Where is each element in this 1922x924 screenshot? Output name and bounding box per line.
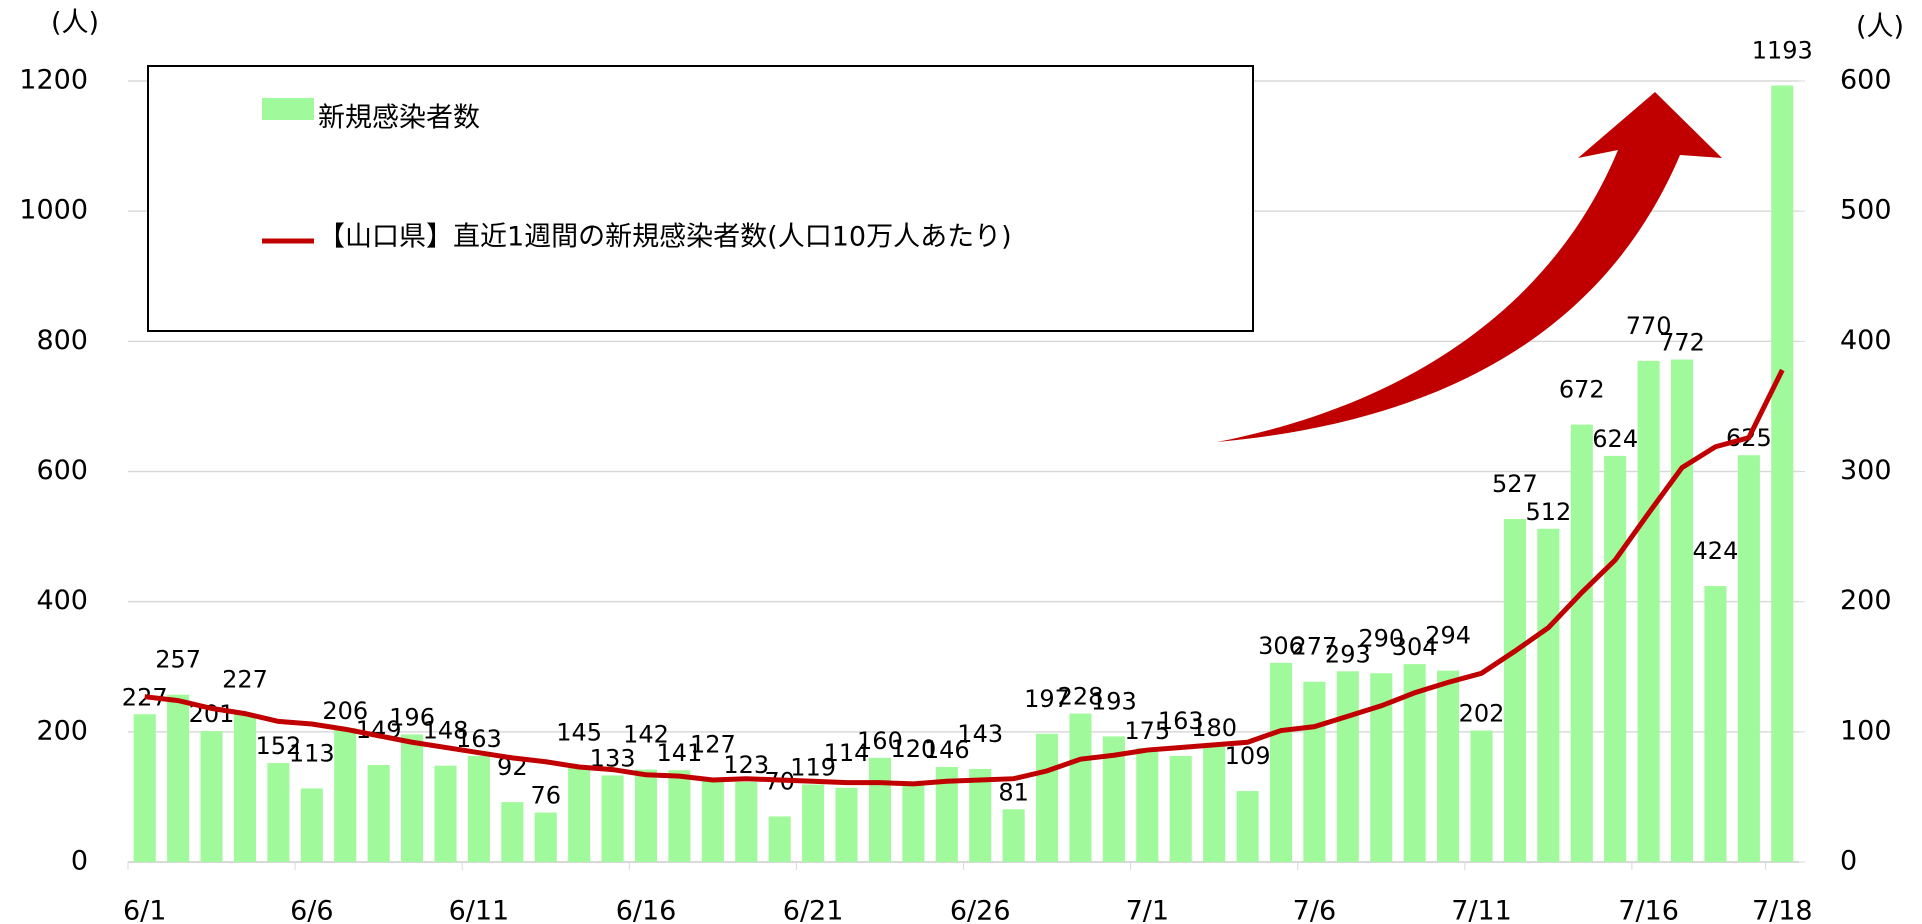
bar: [167, 695, 189, 862]
y2-tick-label: 300: [1840, 455, 1892, 486]
y-tick-label: 600: [36, 455, 88, 486]
bar: [1704, 586, 1726, 862]
bar: [836, 788, 858, 862]
value-label: 81: [998, 778, 1029, 806]
bar: [1571, 425, 1593, 862]
value-label: 109: [1225, 742, 1271, 770]
chart: (人) (人) 0 200 400 600 800 1000 1200 0 100 200 300 4…: [0, 0, 1922, 924]
value-label: 672: [1559, 376, 1605, 404]
y2-tick-label: 600: [1840, 65, 1892, 96]
bar: [1638, 361, 1660, 862]
legend-label: 新規感染者数: [318, 103, 480, 134]
value-label: 424: [1693, 537, 1739, 565]
bar: [1337, 671, 1359, 862]
value-label: 193: [1091, 687, 1137, 715]
x-tick-label: 7/6: [1293, 896, 1336, 924]
bar: [1738, 455, 1760, 862]
bar: [602, 775, 624, 862]
value-label: 123: [723, 751, 769, 779]
bar: [434, 766, 456, 862]
y2-tick-label: 100: [1840, 715, 1892, 746]
bar: [1504, 519, 1526, 862]
value-label: 527: [1492, 470, 1538, 498]
value-label: 227: [222, 665, 268, 693]
bar: [802, 785, 824, 862]
legend-label: 【山口県】直近1週間の新規感染者数(人口10万人あたり): [318, 222, 1012, 253]
value-label: 624: [1592, 425, 1638, 453]
value-label: 180: [1191, 714, 1237, 742]
bar: [401, 734, 423, 862]
y-tick-label: 1000: [19, 195, 88, 226]
bar: [1003, 809, 1025, 862]
y2-tick-label: 0: [1840, 846, 1857, 877]
y-tick-label: 400: [36, 585, 88, 616]
bar: [535, 813, 557, 862]
value-label: 76: [530, 782, 561, 810]
value-label: 294: [1425, 622, 1471, 650]
bar: [301, 788, 323, 862]
value-label: 512: [1525, 498, 1571, 526]
bar: [1604, 456, 1626, 862]
value-label: 1193: [1752, 37, 1813, 65]
y2-tick-label: 500: [1840, 195, 1892, 226]
bar: [869, 758, 891, 862]
bar: [1671, 360, 1693, 862]
bar: [1771, 86, 1793, 862]
bar: [1036, 734, 1058, 862]
y-tick-label: 800: [36, 325, 88, 356]
bar: [501, 802, 523, 862]
bar: [735, 782, 757, 862]
value-label: 772: [1659, 329, 1705, 357]
bar: [668, 770, 690, 862]
bar: [769, 816, 791, 862]
bar: [969, 769, 991, 862]
y-tick-label: 1200: [19, 65, 88, 96]
x-tick-label: 6/1: [123, 896, 166, 924]
bar: [201, 731, 223, 862]
value-label: 143: [957, 720, 1003, 748]
y2-tick-label: 200: [1840, 585, 1892, 616]
x-tick-label: 6/11: [449, 896, 510, 924]
bar: [234, 714, 256, 862]
bar: [1203, 745, 1225, 862]
bar: [1470, 731, 1492, 862]
legend-swatch: [262, 98, 314, 120]
x-tick-label: 6/16: [616, 896, 677, 924]
bar: [902, 784, 924, 862]
bar: [702, 779, 724, 862]
y2-axis-unit: (人): [1856, 12, 1904, 43]
bar: [1170, 756, 1192, 862]
y-tick-label: 0: [71, 846, 88, 877]
bar: [267, 763, 289, 862]
bar: [1237, 791, 1259, 862]
bar: [1069, 714, 1091, 862]
value-label: 113: [289, 739, 335, 767]
bar: [1537, 529, 1559, 862]
value-label: 202: [1459, 700, 1505, 728]
y-tick-label: 200: [36, 715, 88, 746]
x-tick-label: 6/6: [290, 896, 333, 924]
bar: [468, 756, 490, 862]
bar: [134, 714, 156, 862]
x-tick-label: 7/16: [1618, 896, 1679, 924]
y-axis-unit: (人): [51, 8, 99, 39]
bar: [1437, 671, 1459, 862]
y2-tick-label: 400: [1840, 325, 1892, 356]
bar: [635, 770, 657, 862]
bar: [1136, 748, 1158, 862]
x-tick-label: 6/21: [783, 896, 844, 924]
bar: [334, 728, 356, 862]
x-tick-label: 6/26: [950, 896, 1011, 924]
bar: [1303, 682, 1325, 862]
bar: [368, 765, 390, 862]
value-label: 145: [556, 719, 602, 747]
bar: [568, 768, 590, 862]
x-tick-label: 7/11: [1451, 896, 1512, 924]
value-label: 257: [155, 646, 201, 674]
x-tick-label: 7/1: [1126, 896, 1169, 924]
bar: [1270, 663, 1292, 862]
x-tick-label: 7/18: [1752, 896, 1813, 924]
